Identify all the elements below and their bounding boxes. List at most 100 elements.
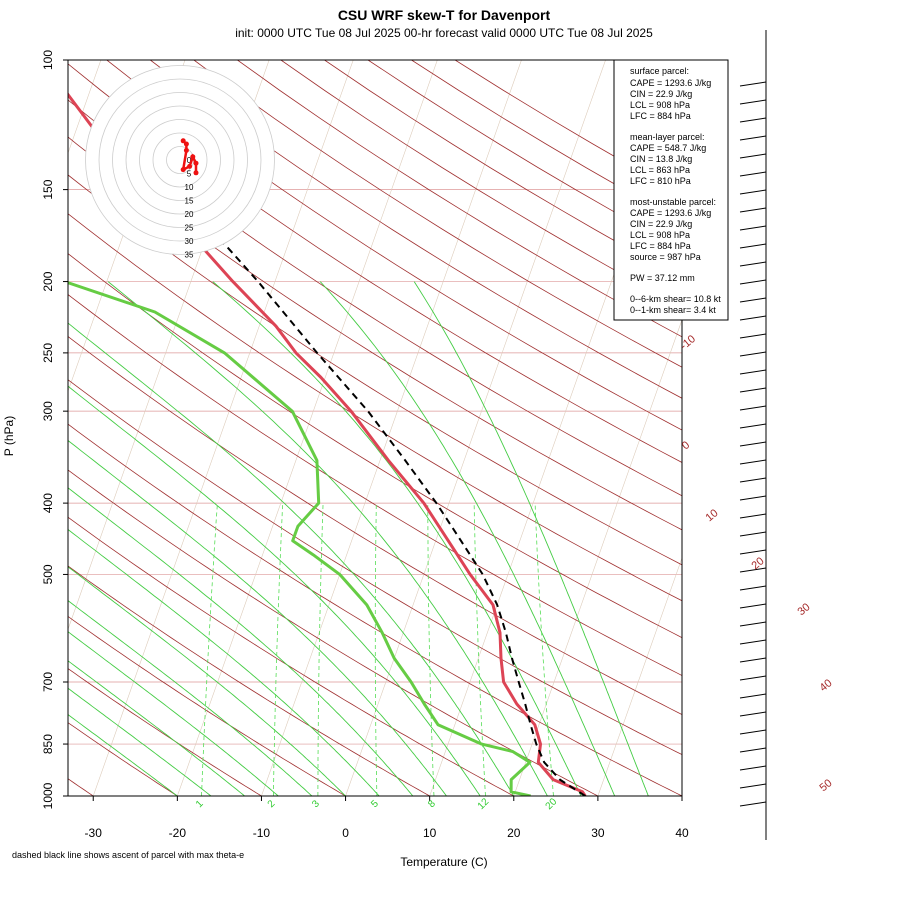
- dry-adiabat-line: [68, 99, 682, 497]
- surface-lfc: LFC = 884 hPa: [630, 111, 691, 121]
- parcel-line: [190, 209, 586, 796]
- dry-adiabat-line: [68, 516, 515, 796]
- hodograph-ring-label: 25: [185, 224, 194, 233]
- temperature-tick-label: 40: [675, 826, 689, 840]
- chart-title: CSU WRF skew-T for Davenport: [338, 7, 551, 23]
- moist-adiabat-line: [68, 528, 380, 796]
- wind-barb: [739, 657, 767, 663]
- x-axis-label: Temperature (C): [400, 855, 487, 869]
- ml-lcl: LCL = 863 hPa: [630, 165, 690, 175]
- hodograph-point: [190, 154, 196, 160]
- wind-barb: [739, 279, 767, 285]
- pressure-tick-label: 100: [41, 50, 55, 70]
- dry-adiabat-line: [68, 722, 179, 796]
- mu-lfc: LFC = 884 hPa: [630, 241, 691, 251]
- dry-adiabat-line: [150, 60, 682, 399]
- mixing-ratio-line: [374, 503, 378, 796]
- pressure-tick-label: 500: [41, 564, 55, 584]
- mixing-ratio-label: 20: [544, 796, 560, 812]
- shear-0-1km: 0--1-km shear= 3.4 kt: [630, 305, 716, 315]
- moist-adiabat-line: [68, 687, 212, 796]
- wind-barb: [739, 207, 767, 213]
- wind-barb: [739, 171, 767, 177]
- dry-adiabat-line: [280, 60, 682, 308]
- temperature-tick-label: -10: [253, 826, 271, 840]
- indices-box: surface parcel: CAPE = 1293.6 J/kg CIN =…: [613, 59, 729, 321]
- wind-barb: [739, 585, 767, 591]
- isotherm-line: [261, 60, 522, 796]
- wind-barb: [739, 549, 767, 555]
- mu-parcel-header: most-unstable parcel:: [630, 197, 716, 207]
- isotherm-line: [92, 60, 354, 796]
- wind-barb: [739, 711, 767, 717]
- moist-adiabat-line: [68, 631, 279, 796]
- wind-barb: [739, 621, 767, 627]
- mu-lcl: LCL = 908 hPa: [630, 230, 690, 240]
- dry-adiabat-line: [68, 615, 347, 796]
- wind-barbs: [739, 30, 767, 840]
- wind-barb: [739, 729, 767, 735]
- wind-barb: [739, 243, 767, 249]
- pressure-tick-label: 250: [41, 343, 55, 363]
- mu-cin: CIN = 22.9 J/kg: [630, 219, 692, 229]
- pressure-tick-label: 1000: [41, 782, 55, 809]
- isotherm-line: [177, 60, 438, 796]
- surface-parcel-header: surface parcel:: [630, 66, 689, 76]
- shear-0-6km: 0--6-km shear= 10.8 kt: [630, 294, 721, 304]
- dry-adiabat-line: [68, 294, 682, 676]
- wind-barb: [739, 189, 767, 195]
- dry-adiabat-line: [237, 60, 682, 338]
- moist-adiabat-line: [212, 281, 582, 796]
- hodograph-ring-label: 30: [185, 237, 194, 246]
- wind-barb: [739, 81, 767, 87]
- pressure-tick-label: 300: [41, 401, 55, 421]
- hodograph-ring-label: 20: [185, 210, 194, 219]
- moist-adiabat-line: [68, 439, 447, 796]
- moist-adiabat-line: [68, 600, 313, 796]
- wind-barb: [739, 333, 767, 339]
- wind-barb: [739, 297, 767, 303]
- dry-adiabat-line: [68, 565, 431, 796]
- pressure-tick-label: 700: [41, 672, 55, 692]
- wind-barb: [739, 603, 767, 609]
- moist-adiabat-line: [107, 281, 548, 796]
- mixing-ratio-line: [201, 503, 218, 796]
- mixing-ratio-label: 12: [476, 796, 492, 812]
- wind-barb: [739, 405, 767, 411]
- hodograph-ring-label: 5: [187, 170, 192, 179]
- hodograph-point: [193, 160, 199, 166]
- wind-barb: [739, 99, 767, 105]
- pressure-tick-label: 400: [41, 493, 55, 513]
- wind-barb: [739, 153, 767, 159]
- dewpoint-line: [68, 281, 532, 796]
- mixing-ratio-label: 3: [310, 798, 322, 810]
- ml-parcel-header: mean-layer parcel:: [630, 132, 705, 142]
- wind-barb: [739, 117, 767, 123]
- moist-adiabat-line: [68, 714, 178, 796]
- dry-adiabat-label: 40: [818, 677, 835, 694]
- wind-barb: [739, 459, 767, 465]
- hodograph-point: [187, 163, 193, 169]
- wind-barb: [739, 369, 767, 375]
- temperature-tick-label: -20: [169, 826, 187, 840]
- dry-adiabat-label: 50: [818, 777, 835, 794]
- moist-adiabat-lines: [68, 281, 649, 796]
- surface-cape: CAPE = 1293.6 J/kg: [630, 78, 711, 88]
- ml-cape: CAPE = 548.7 J/kg: [630, 143, 706, 153]
- wind-barb: [739, 261, 767, 267]
- mixing-ratio-label: 1: [194, 798, 206, 810]
- temperature-tick-label: -30: [85, 826, 103, 840]
- dry-adiabat-line: [68, 213, 682, 602]
- moist-adiabat-line: [68, 322, 515, 796]
- dry-adiabat-line: [193, 60, 682, 368]
- plot-frame: [67, 59, 683, 797]
- pressure-tick-label: 150: [41, 179, 55, 199]
- wind-barb: [739, 387, 767, 393]
- mixing-ratio-line: [427, 503, 435, 796]
- dry-adiabat-line: [324, 60, 682, 279]
- wind-barb: [739, 441, 767, 447]
- dry-adiabat-line: [68, 63, 682, 463]
- wind-barb: [739, 531, 767, 537]
- dry-adiabat-line: [68, 423, 682, 796]
